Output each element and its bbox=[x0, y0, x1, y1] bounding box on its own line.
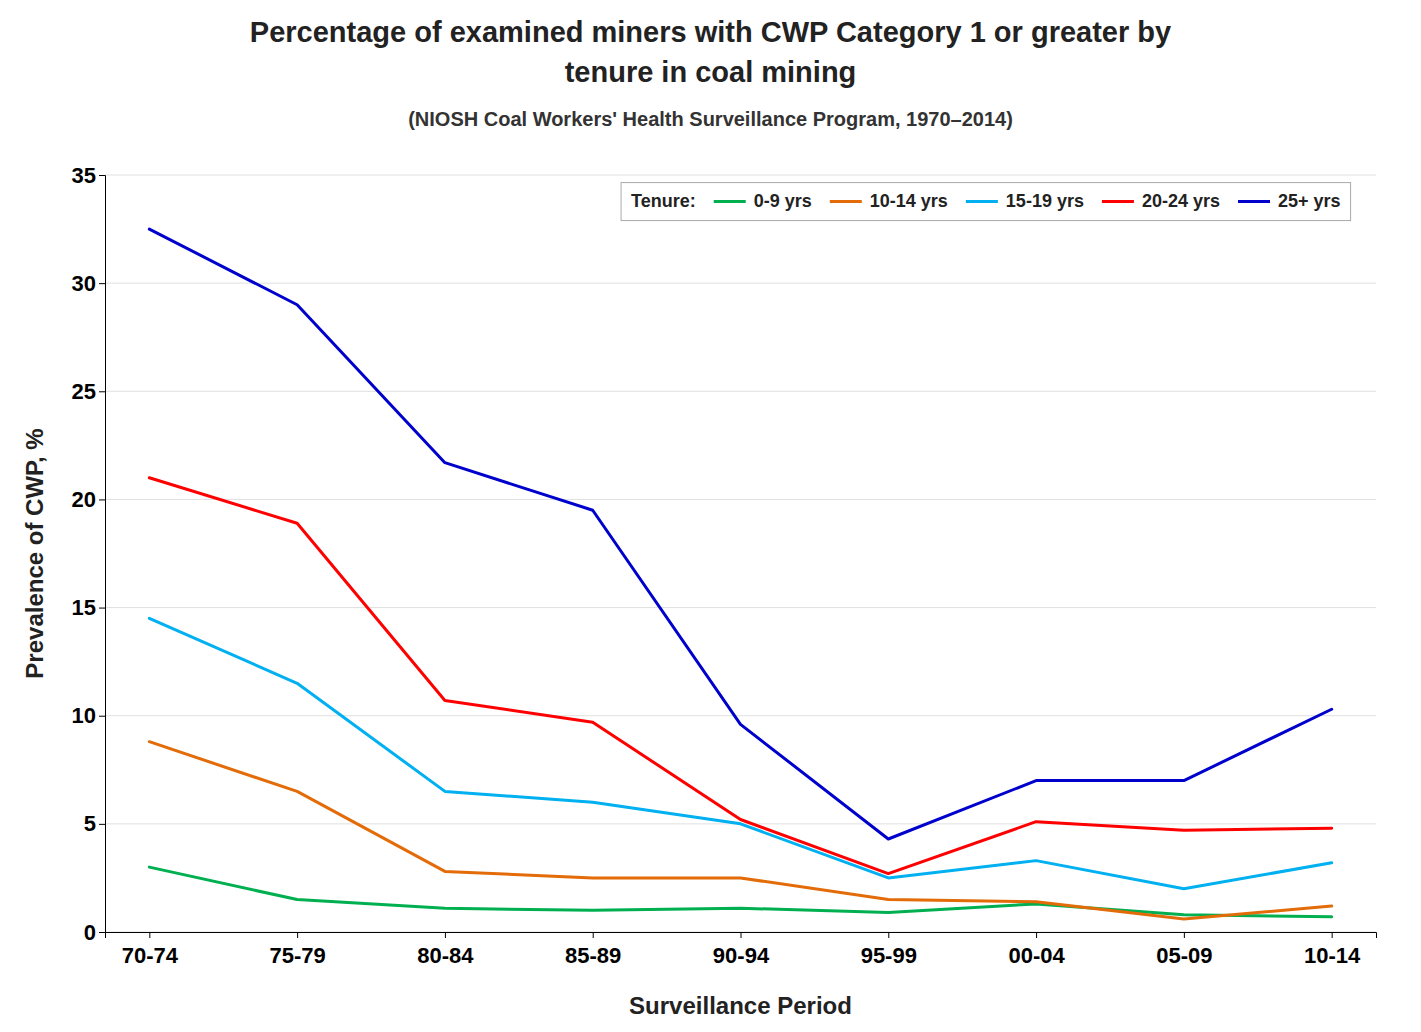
x-tick-label: 00-04 bbox=[1008, 943, 1065, 968]
legend-swatch bbox=[1102, 200, 1134, 203]
x-tick-mark bbox=[1332, 932, 1333, 938]
y-tick-mark bbox=[99, 932, 105, 933]
y-tick-label: 0 bbox=[84, 920, 96, 945]
legend-label: 20-24 yrs bbox=[1142, 191, 1220, 211]
legend-swatch bbox=[966, 200, 998, 203]
y-tick: 15 bbox=[72, 595, 105, 620]
title: tenure in coal mining bbox=[565, 56, 857, 88]
x-tick-label: 05-09 bbox=[1156, 943, 1212, 968]
x-axis-title: Surveillance Period bbox=[629, 992, 852, 1019]
y-tick: 10 bbox=[72, 703, 105, 728]
grid-line bbox=[105, 607, 1376, 608]
x-tick-label: 70-74 bbox=[122, 943, 179, 968]
series-line bbox=[149, 229, 1331, 839]
x-tick-label: 80-84 bbox=[417, 943, 474, 968]
y-tick-mark bbox=[99, 283, 105, 284]
x-axis: 70-74 75-79 80-84 85-89 90-94 95-99 00-04 05-09… bbox=[106, 932, 1377, 968]
subtitle: (NIOSH Coal Workers' Health Surveillance… bbox=[408, 108, 1013, 130]
legend-label: 0-9 yrs bbox=[754, 191, 812, 211]
y-axis-title: Prevalence of CWP, % bbox=[21, 428, 48, 678]
x-tick-label: 95-99 bbox=[861, 943, 917, 968]
grid bbox=[105, 175, 1376, 932]
y-tick-mark bbox=[99, 499, 105, 500]
x-tick: 90-94 bbox=[713, 932, 770, 968]
legend-label: 10-14 yrs bbox=[870, 191, 948, 211]
legend-label: 25+ yrs bbox=[1278, 191, 1341, 211]
x-tick: 05-09 bbox=[1156, 932, 1212, 968]
x-tick: 80-84 bbox=[417, 932, 474, 968]
y-tick-label: 10 bbox=[72, 703, 96, 728]
title: Percentage of examined miners with CWP C… bbox=[250, 16, 1171, 48]
x-tick-mark bbox=[888, 932, 889, 938]
x-tick-mark bbox=[741, 932, 742, 938]
legend-swatch bbox=[830, 200, 862, 203]
y-tick-label: 35 bbox=[72, 163, 96, 188]
y-tick-mark bbox=[99, 716, 105, 717]
y-tick-mark bbox=[99, 391, 105, 392]
x-tick: 00-04 bbox=[1008, 932, 1065, 968]
legend-title: Tenure: bbox=[631, 191, 696, 211]
x-tick: 70-74 bbox=[122, 932, 179, 968]
x-tick-mark bbox=[149, 932, 150, 938]
y-tick-label: 20 bbox=[72, 487, 96, 512]
x-tick-mark bbox=[1036, 932, 1037, 938]
y-axis: 0 5 10 15 20 25 30 35 bbox=[72, 163, 106, 945]
axis-line bbox=[99, 176, 106, 933]
x-tick: 75-79 bbox=[269, 932, 325, 968]
y-tick-label: 5 bbox=[84, 811, 96, 836]
x-tick-label: 85-89 bbox=[565, 943, 621, 968]
series-group bbox=[149, 229, 1331, 919]
grid-line bbox=[105, 283, 1376, 284]
series-line bbox=[149, 478, 1331, 874]
legend-swatch bbox=[714, 200, 746, 203]
y-tick: 5 bbox=[84, 811, 105, 836]
legend-swatch bbox=[1238, 200, 1270, 203]
x-tick-mark bbox=[445, 932, 446, 938]
y-tick: 30 bbox=[72, 271, 105, 296]
grid-line bbox=[105, 175, 1376, 176]
grid-line bbox=[105, 715, 1376, 716]
grid-line bbox=[105, 391, 1376, 392]
y-tick-label: 30 bbox=[72, 271, 96, 296]
x-tick-mark bbox=[1184, 932, 1185, 938]
y-tick-mark bbox=[99, 175, 105, 176]
y-tick: 20 bbox=[72, 487, 105, 512]
x-tick: 85-89 bbox=[565, 932, 621, 968]
y-tick-label: 15 bbox=[72, 595, 96, 620]
grid-line bbox=[105, 499, 1376, 500]
x-tick-label: 10-14 bbox=[1304, 943, 1361, 968]
y-tick-label: 25 bbox=[72, 379, 96, 404]
series-line bbox=[149, 618, 1331, 888]
legend-label: 15-19 yrs bbox=[1006, 191, 1084, 211]
plot: 70-74 75-79 80-84 85-89 90-94 95-99 00-04 05-09… bbox=[21, 163, 1377, 1019]
series-line bbox=[149, 867, 1331, 917]
x-tick: 10-14 bbox=[1304, 932, 1361, 968]
y-tick: 35 bbox=[72, 163, 105, 188]
x-tick-mark bbox=[593, 932, 594, 938]
legend: Tenure: 0-9 yrs 10-14 yrs 15-19 yrs 20-24 yr… bbox=[621, 183, 1351, 221]
y-tick: 25 bbox=[72, 379, 105, 404]
x-tick-label: 75-79 bbox=[269, 943, 325, 968]
axis-line bbox=[106, 933, 1377, 939]
y-tick-mark bbox=[99, 608, 105, 609]
legend-frame bbox=[621, 183, 1351, 221]
y-tick-mark bbox=[99, 824, 105, 825]
x-tick: 95-99 bbox=[861, 932, 917, 968]
y-tick: 0 bbox=[84, 920, 105, 945]
x-tick-label: 90-94 bbox=[713, 943, 770, 968]
chart: Percentage of examined miners with CWP C… bbox=[0, 0, 1421, 1032]
x-tick-mark bbox=[297, 932, 298, 938]
series-line bbox=[149, 742, 1331, 919]
